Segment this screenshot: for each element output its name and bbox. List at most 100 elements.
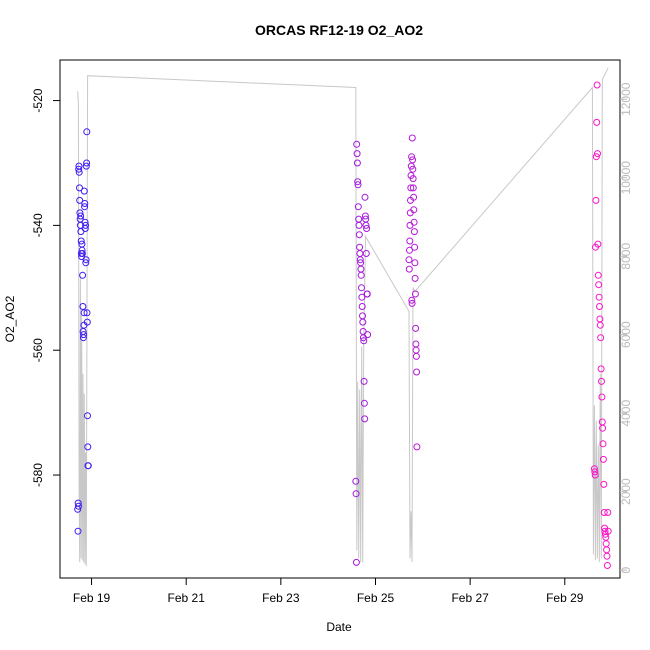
- data-point: [411, 243, 419, 251]
- data-point: [354, 178, 362, 186]
- data-point: [352, 558, 360, 566]
- data-point: [353, 140, 361, 148]
- data-point: [75, 165, 83, 173]
- data-point: [591, 471, 599, 479]
- data-point: [361, 212, 369, 220]
- data-point: [76, 184, 83, 192]
- data-point: [75, 168, 83, 176]
- data-point: [82, 221, 90, 229]
- data-point: [353, 159, 361, 167]
- data-point: [597, 365, 605, 373]
- data-point: [356, 256, 364, 264]
- data-point: [413, 443, 421, 451]
- line-series-layer: [77, 67, 609, 567]
- data-point: [81, 203, 89, 211]
- y-left-tick-label: -520: [31, 88, 45, 112]
- data-point: [411, 274, 419, 282]
- data-point: [81, 225, 89, 232]
- data-point: [81, 200, 89, 207]
- x-tick-label: Feb 27: [451, 591, 489, 605]
- data-point: [354, 181, 362, 189]
- data-point: [408, 299, 416, 307]
- point-series-layer: [74, 81, 612, 569]
- data-point: [594, 240, 602, 248]
- data-point: [84, 462, 92, 470]
- data-point: [409, 165, 417, 173]
- data-point: [357, 271, 365, 279]
- data-point: [592, 153, 600, 161]
- data-point: [75, 502, 82, 510]
- data-point: [594, 150, 601, 158]
- x-tick-label: Feb 25: [357, 591, 395, 605]
- data-point: [600, 509, 608, 516]
- data-point: [352, 477, 360, 485]
- data-point: [360, 377, 368, 385]
- data-point: [360, 399, 368, 407]
- data-point: [80, 187, 88, 195]
- data-point: [595, 293, 603, 301]
- y-right-tick-label: 10000: [619, 161, 633, 195]
- x-tick-label: Feb 19: [73, 591, 111, 605]
- data-point: [599, 440, 607, 448]
- plot-frame: [59, 59, 621, 579]
- data-point: [83, 309, 91, 317]
- data-point: [604, 527, 612, 535]
- data-point: [596, 303, 603, 310]
- data-point: [594, 271, 602, 279]
- data-point: [363, 290, 371, 298]
- data-point: [79, 303, 87, 310]
- y-left-tick-label: -540: [31, 213, 45, 237]
- y-right-tick-label: 4000: [619, 400, 633, 427]
- data-point: [84, 412, 91, 420]
- y-right-tick-label: 12000: [619, 82, 633, 116]
- data-point: [82, 162, 90, 170]
- x-axis-label: Date: [326, 620, 352, 634]
- data-point: [410, 193, 418, 201]
- data-point: [354, 203, 362, 211]
- data-point: [83, 159, 91, 167]
- data-point: [595, 281, 603, 289]
- data-point: [79, 271, 87, 279]
- data-point: [358, 303, 366, 310]
- data-point: [410, 206, 418, 214]
- data-point: [411, 259, 419, 267]
- data-point: [360, 337, 368, 345]
- data-point: [409, 156, 417, 164]
- data-point: [80, 309, 88, 317]
- data-point: [82, 259, 90, 267]
- x-tick-label: Feb 23: [262, 591, 300, 605]
- altitude-line: [77, 67, 609, 567]
- data-point: [77, 212, 85, 220]
- data-point: [410, 228, 418, 236]
- y-right-tick-label: 6000: [619, 321, 633, 348]
- data-point: [408, 134, 416, 142]
- data-point: [74, 527, 82, 535]
- data-point: [410, 218, 418, 226]
- data-point: [406, 246, 413, 254]
- data-point: [599, 424, 607, 432]
- data-point: [603, 552, 611, 560]
- data-point: [76, 196, 84, 204]
- y-left-tick-label: -580: [31, 463, 45, 487]
- data-point: [599, 455, 607, 463]
- data-point: [82, 256, 90, 264]
- data-point: [408, 153, 416, 161]
- data-point: [83, 128, 91, 136]
- data-point: [591, 468, 599, 476]
- data-point: [77, 237, 85, 245]
- data-point: [593, 81, 601, 89]
- data-point: [361, 193, 369, 201]
- data-point: [604, 509, 612, 516]
- data-point: [598, 377, 605, 385]
- data-point: [84, 443, 92, 451]
- data-point: [78, 246, 86, 254]
- x-tick-label: Feb 29: [546, 591, 584, 605]
- data-point: [83, 318, 91, 326]
- data-point: [409, 184, 417, 192]
- data-point: [362, 221, 370, 229]
- y-left-tick-label: -560: [31, 338, 45, 362]
- data-point: [78, 250, 86, 257]
